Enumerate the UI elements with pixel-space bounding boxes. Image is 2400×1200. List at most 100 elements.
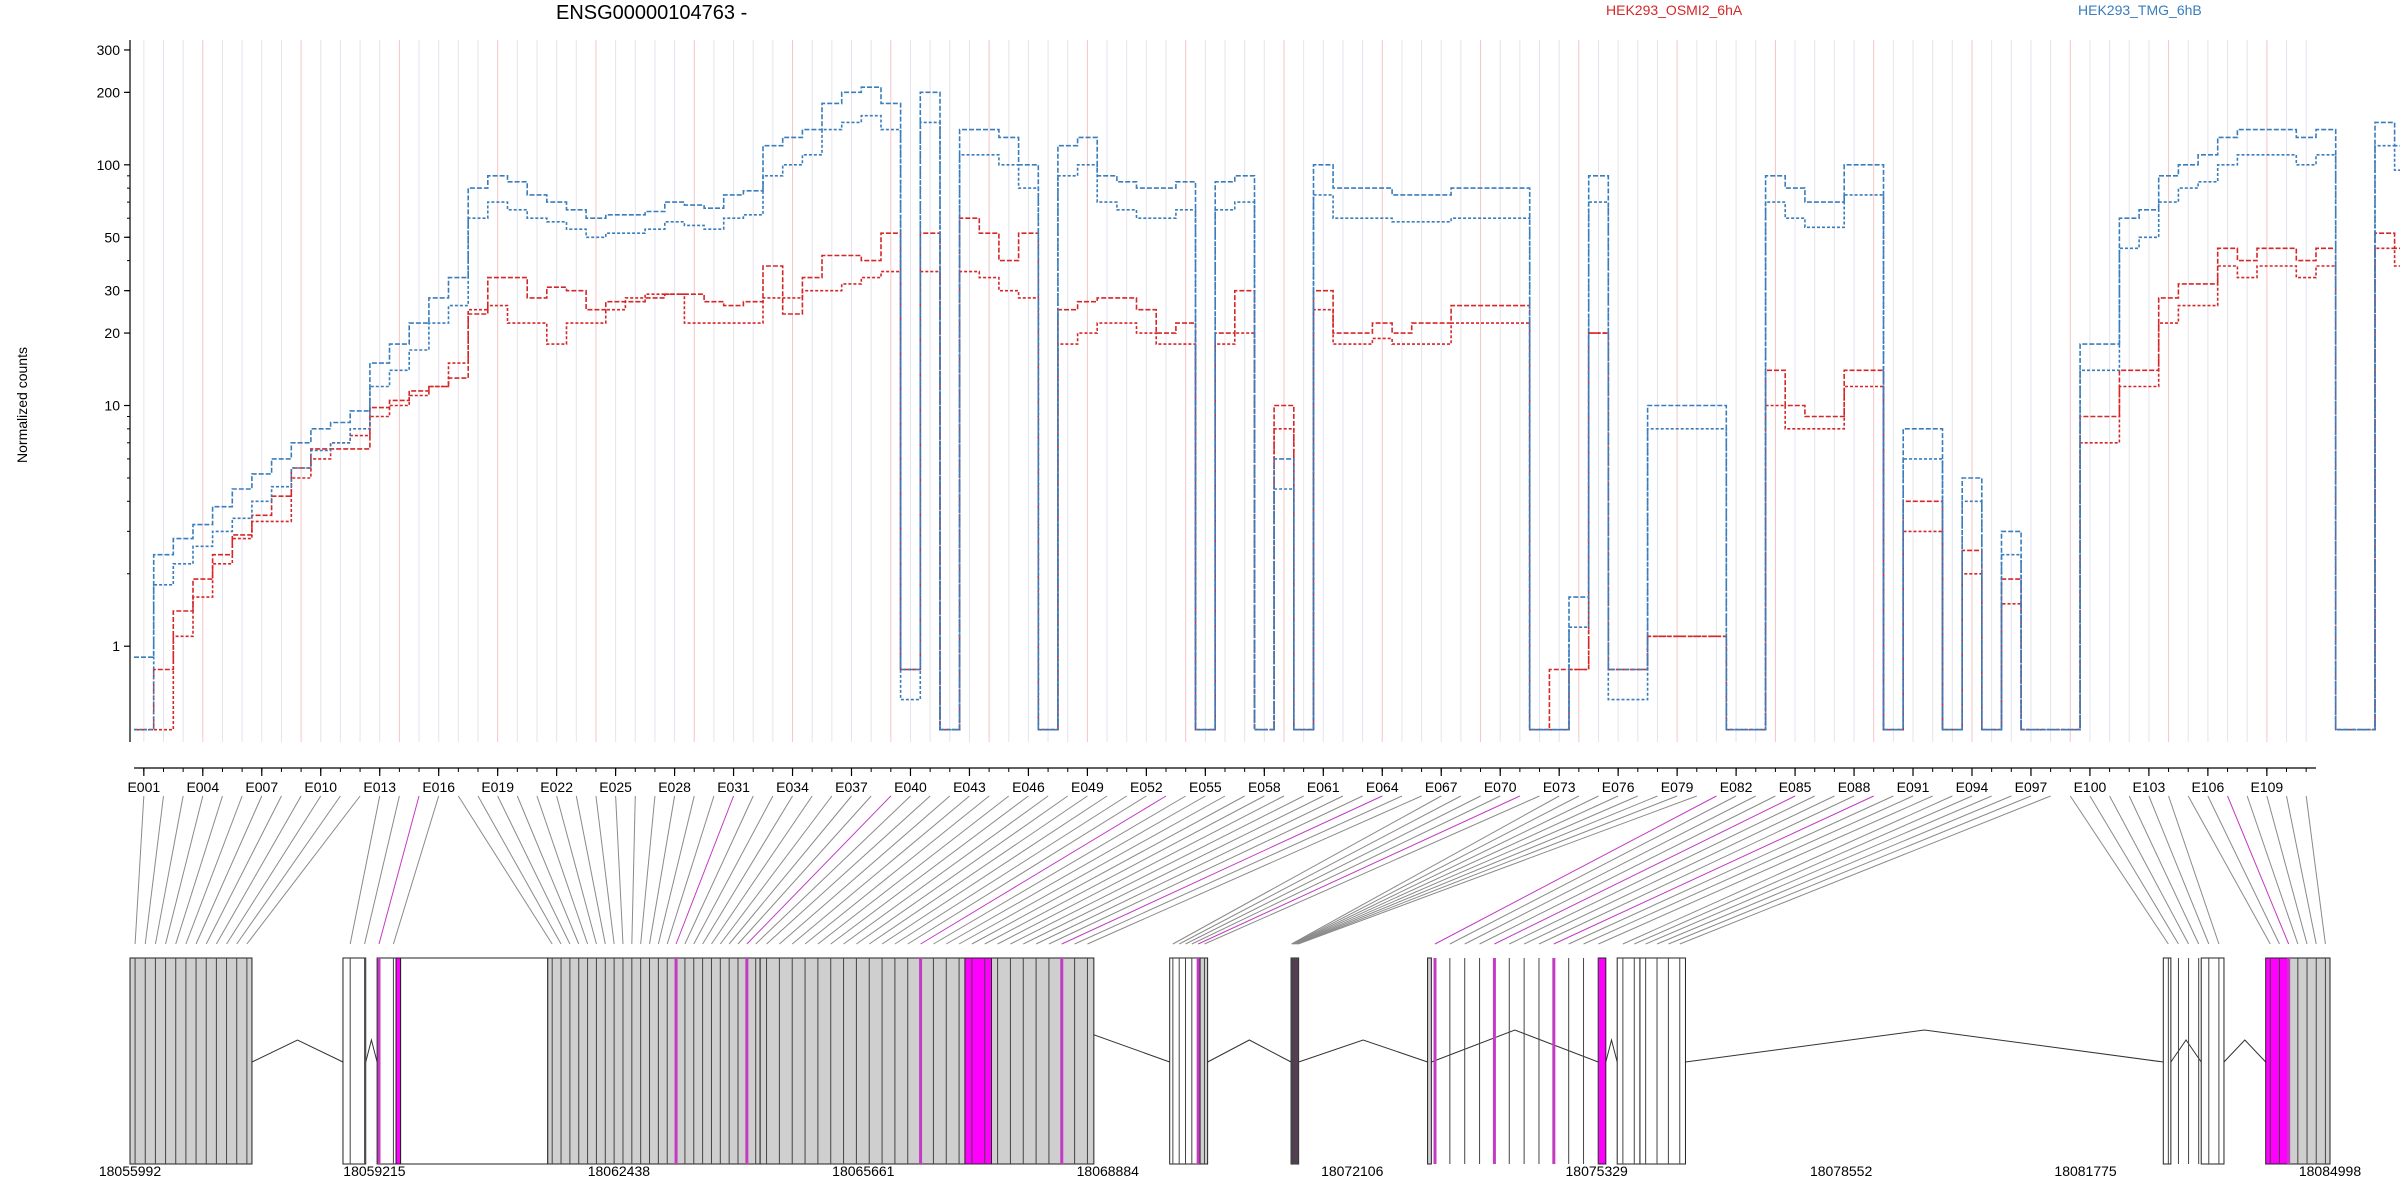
exon-connector [766, 795, 931, 945]
exon-connector [1464, 795, 1756, 945]
exon-tick-label: E052 [1130, 779, 1163, 795]
exon-connector [2168, 795, 2220, 945]
exon-connector [556, 795, 597, 945]
exon-connector [1598, 795, 1933, 945]
exon-connector [2128, 795, 2200, 945]
intron-line [1298, 1039, 1428, 1063]
exon-tick-label: E073 [1543, 779, 1576, 795]
exon-connector [575, 795, 606, 945]
exon-connector [2246, 795, 2299, 945]
legend-osmi2: HEK293_OSMI2_6hA [1606, 2, 1742, 18]
highlighted-exon-block [1597, 957, 1607, 1165]
exon-connector [711, 795, 813, 945]
exon-connector [971, 795, 1245, 945]
exon-connector [205, 795, 282, 945]
exon-connector [997, 795, 1285, 945]
coordinate-label: 18065661 [832, 1163, 895, 1179]
exon-connector [958, 795, 1226, 945]
series-line-osmi2-rep1 [134, 217, 2400, 731]
y-axis-label: Normalized counts [14, 347, 30, 463]
exon-connector [1553, 795, 1874, 945]
exon-connector [1668, 795, 2032, 945]
highlighted-exon-block [964, 957, 992, 1165]
exon-connector [631, 795, 636, 945]
exon-connector [1494, 795, 1796, 945]
exon-connector [2227, 795, 2290, 945]
exon-connector [1074, 795, 1403, 945]
exon-tick-label: E049 [1071, 779, 1104, 795]
intron-line [1685, 1029, 2164, 1063]
exon-connector [378, 795, 420, 945]
exon-tick-label: E043 [953, 779, 986, 795]
exon-connector [1023, 795, 1324, 945]
exon-block [1639, 957, 1686, 1165]
exon-block [1616, 957, 1641, 1165]
exon-connector [719, 795, 833, 945]
exon-connector [2109, 795, 2190, 945]
exon-block [1169, 957, 1201, 1165]
exon-tick-label: E085 [1779, 779, 1812, 795]
exon-connector [497, 795, 571, 945]
exon-connector [477, 795, 562, 945]
exon-connector [144, 795, 164, 945]
coordinate-label: 18072106 [1321, 1163, 1384, 1179]
exon-connector [1295, 795, 1639, 945]
exon-tick-label: E046 [1012, 779, 1045, 795]
exon-connector [2069, 795, 2169, 945]
exon-tick-label: E097 [2015, 779, 2048, 795]
exon-connector [516, 795, 580, 945]
exon-block [2287, 957, 2331, 1165]
exon-connector [933, 795, 1186, 945]
intron-line [1207, 1039, 1292, 1063]
exon-connector [154, 795, 184, 945]
coordinate-label: 18055992 [99, 1163, 162, 1179]
exon-tick-label: E022 [540, 779, 573, 795]
exon-axis: E001 E004 E007 E010 E013 E016 E019 E022 E025 E028… [127, 767, 2316, 795]
exon-connector [1296, 795, 1658, 945]
coordinate-label: 18078552 [1810, 1163, 1873, 1179]
exon-connector [693, 795, 774, 945]
exon-tick-label: E100 [2074, 779, 2107, 795]
exon-connector [984, 795, 1265, 945]
exon-tick-label: E028 [658, 779, 691, 795]
exon-connector [536, 795, 589, 945]
exon-connector [1172, 795, 1442, 945]
coordinate-label: 18068884 [1077, 1163, 1140, 1179]
exon-tick-label: E058 [1248, 779, 1281, 795]
exon-tick-label: E040 [894, 779, 927, 795]
exon-tick-label: E013 [363, 779, 396, 795]
series-line-osmi2-rep2 [134, 247, 2400, 731]
exon-tick-label: E070 [1484, 779, 1517, 795]
exon-block [2200, 957, 2225, 1165]
exon-connector [657, 795, 695, 945]
exon-tick-label: E016 [422, 779, 455, 795]
series-line-tmg-rep2 [134, 114, 2400, 731]
exon-connector [702, 795, 793, 945]
exon-connector [856, 795, 1069, 945]
exon-connector [1583, 795, 1914, 945]
exon-block [2162, 957, 2172, 1165]
exon-connector [246, 795, 361, 945]
exon-connector [1291, 795, 1560, 945]
exon-connector [595, 795, 615, 945]
exon-tick-label: E061 [1307, 779, 1340, 795]
exon-connector [1035, 795, 1344, 945]
exon-connector [1185, 795, 1481, 945]
exon-tick-label: E109 [2251, 779, 2284, 795]
exon-connector [1292, 795, 1580, 945]
exon-tick-label: E094 [1956, 779, 1989, 795]
exon-connector [881, 795, 1108, 945]
exon-block [129, 957, 253, 1165]
exon-tick-label: E037 [835, 779, 868, 795]
exon-block [1427, 957, 1432, 1165]
exon-tick-label: E082 [1720, 779, 1753, 795]
exon-block [547, 957, 761, 1165]
exon-block [342, 957, 367, 1165]
exon-connector [1434, 795, 1717, 945]
exon-connector [1449, 795, 1737, 945]
exon-connector [1538, 795, 1855, 945]
exon-tick-label: E103 [2133, 779, 2166, 795]
exon-connector [843, 795, 1049, 945]
exon-block [759, 957, 1095, 1165]
exon-connector [226, 795, 322, 945]
